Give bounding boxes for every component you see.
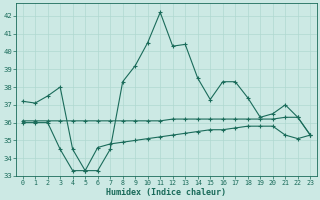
X-axis label: Humidex (Indice chaleur): Humidex (Indice chaleur) (107, 188, 227, 197)
